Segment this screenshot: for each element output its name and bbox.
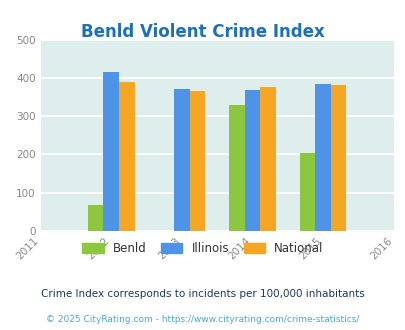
Bar bbox=[229, 105, 244, 231]
Bar bbox=[244, 90, 260, 231]
Bar bbox=[88, 205, 103, 231]
Bar bbox=[330, 85, 345, 231]
Legend: Benld, Illinois, National: Benld, Illinois, National bbox=[77, 237, 328, 260]
Bar bbox=[174, 88, 189, 231]
Bar bbox=[103, 72, 119, 231]
Text: Crime Index corresponds to incidents per 100,000 inhabitants: Crime Index corresponds to incidents per… bbox=[41, 289, 364, 299]
Bar bbox=[260, 87, 275, 231]
Bar bbox=[189, 91, 205, 231]
Text: Benld Violent Crime Index: Benld Violent Crime Index bbox=[81, 23, 324, 41]
Bar bbox=[315, 84, 330, 231]
Text: © 2025 CityRating.com - https://www.cityrating.com/crime-statistics/: © 2025 CityRating.com - https://www.city… bbox=[46, 315, 359, 324]
Bar bbox=[119, 82, 134, 231]
Bar bbox=[299, 152, 315, 231]
